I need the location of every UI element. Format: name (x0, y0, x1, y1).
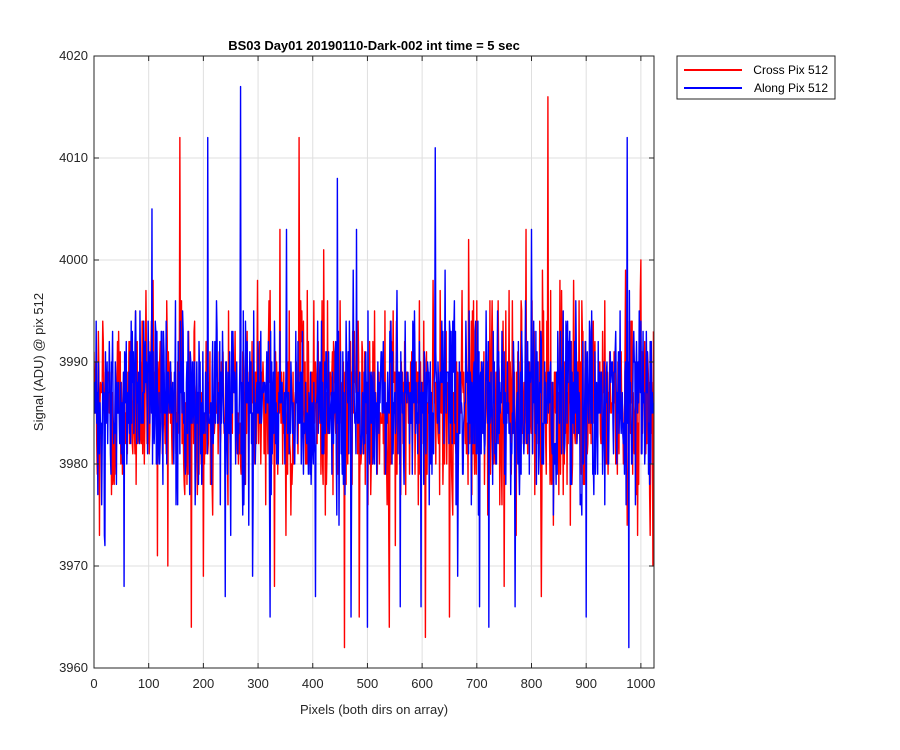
x-tick-label: 200 (193, 676, 215, 691)
x-tick-label: 500 (357, 676, 379, 691)
y-tick-label: 3960 (59, 660, 88, 675)
y-tick-label: 4000 (59, 252, 88, 267)
x-axis-label: Pixels (both dirs on array) (300, 702, 448, 717)
x-tick-label: 1000 (626, 676, 655, 691)
x-tick-label: 0 (90, 676, 97, 691)
x-tick-label: 100 (138, 676, 160, 691)
x-tick-label: 300 (247, 676, 269, 691)
y-tick-label: 3980 (59, 456, 88, 471)
x-tick-label: 400 (302, 676, 324, 691)
plot-area: 0 100 200 300 400 500 600 700 800 900 1000 3960 3970… (59, 48, 655, 691)
x-tick-label: 700 (466, 676, 488, 691)
axis-ticks: 0 100 200 300 400 500 600 700 800 900 1000 3960 3970… (59, 48, 655, 691)
legend-box (676, 55, 836, 100)
legend: Cross Pix 512 Along Pix 512 (676, 55, 836, 100)
y-axis-label: Signal (ADU) @ pix 512 (31, 293, 46, 431)
y-tick-label: 4010 (59, 150, 88, 165)
legend-label-along: Along Pix 512 (754, 81, 828, 95)
chart-title: BS03 Day01 20190110-Dark-002 int time = … (228, 38, 520, 53)
x-tick-label: 900 (575, 676, 597, 691)
series-line-along-pix (94, 85, 654, 649)
y-tick-label: 4020 (59, 48, 88, 63)
series-layer (94, 85, 654, 649)
y-tick-label: 3970 (59, 558, 88, 573)
x-tick-label: 600 (411, 676, 433, 691)
legend-label-cross: Cross Pix 512 (753, 63, 828, 77)
x-tick-label: 800 (521, 676, 543, 691)
y-tick-label: 3990 (59, 354, 88, 369)
